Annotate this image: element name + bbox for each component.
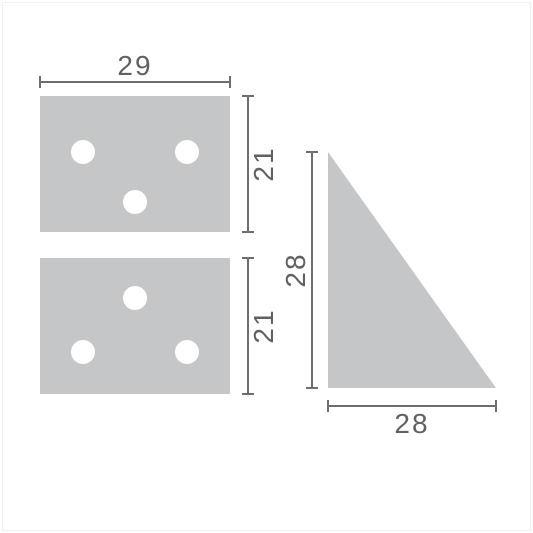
- hole: [175, 140, 199, 164]
- tri_base-line: [328, 405, 496, 407]
- top_width-tick: [229, 76, 231, 88]
- tri_base-tick: [495, 400, 497, 412]
- right2-label: 21: [248, 308, 280, 343]
- top_width-tick: [39, 76, 41, 88]
- right2-tick: [242, 393, 254, 395]
- hole: [123, 286, 147, 310]
- tri_height-tick: [306, 387, 318, 389]
- hole: [175, 340, 199, 364]
- side-view-triangle: [328, 152, 496, 388]
- right1-tick: [242, 231, 254, 233]
- tri_height-label: 28: [280, 252, 312, 287]
- hole: [71, 340, 95, 364]
- tri_base-tick: [327, 400, 329, 412]
- tri_base-label: 28: [394, 408, 429, 440]
- top_width-label: 29: [117, 50, 152, 82]
- hole: [71, 140, 95, 164]
- bottom-plate: [40, 258, 230, 394]
- technical-drawing: 2921212828: [0, 0, 533, 533]
- right1-tick: [242, 95, 254, 97]
- right2-tick: [242, 257, 254, 259]
- hole: [123, 190, 147, 214]
- right1-label: 21: [248, 146, 280, 181]
- tri_height-tick: [306, 151, 318, 153]
